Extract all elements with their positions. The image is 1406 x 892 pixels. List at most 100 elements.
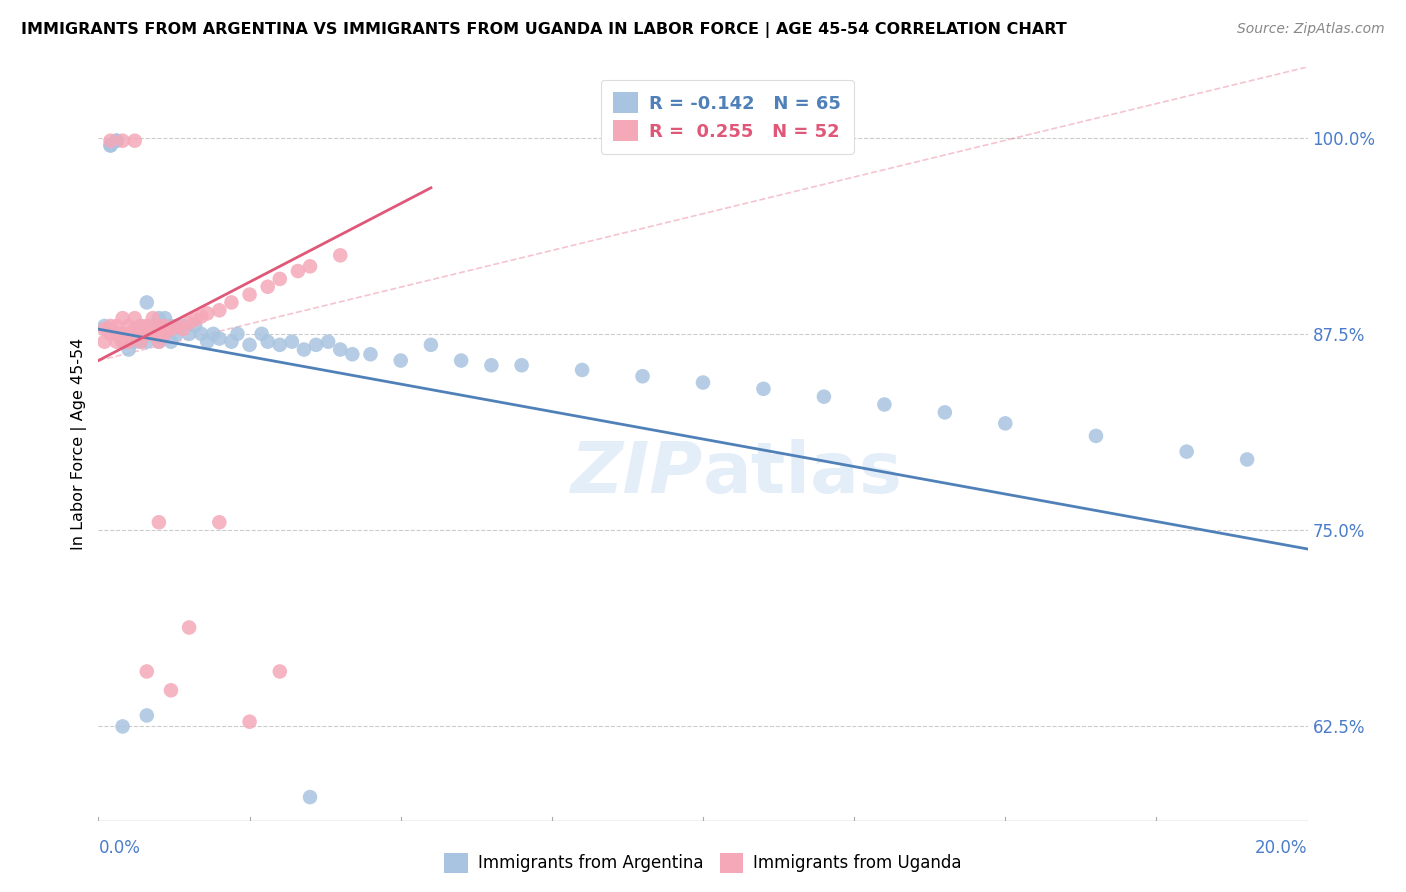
Point (148, 326, 170, 341)
Point (111, 719, 134, 733)
Point (160, 318, 183, 333)
Point (135, 334, 157, 349)
Text: 0.0%: 0.0% (98, 839, 141, 857)
Point (100, 138, 122, 153)
Point (142, 326, 165, 341)
Point (100, 134, 122, 148)
Point (239, 338, 262, 352)
Point (124, 326, 146, 341)
Point (226, 326, 249, 341)
Y-axis label: In Labor Force | Age 45-54: In Labor Force | Age 45-54 (72, 338, 87, 549)
Point (100, 318, 122, 333)
Text: atlas: atlas (703, 440, 903, 508)
Point (287, 264, 309, 278)
Point (129, 326, 152, 341)
Point (105, 134, 128, 148)
Point (135, 326, 157, 341)
Point (135, 665, 157, 679)
Point (481, 358, 503, 372)
Point (124, 322, 146, 336)
Point (129, 334, 152, 349)
Point (148, 516, 170, 530)
Point (873, 397, 896, 411)
Point (118, 334, 141, 349)
Point (118, 334, 141, 349)
Point (305, 338, 328, 352)
Point (221, 295, 243, 310)
Point (135, 708, 157, 723)
Text: IMMIGRANTS FROM ARGENTINA VS IMMIGRANTS FROM UGANDA IN LABOR FORCE | AGE 45-54 C: IMMIGRANTS FROM ARGENTINA VS IMMIGRANTS … (21, 22, 1067, 38)
Point (510, 358, 533, 372)
Point (153, 326, 176, 341)
Text: ZIP: ZIP (571, 440, 703, 508)
Point (250, 326, 273, 341)
Point (111, 334, 134, 349)
Point (166, 318, 188, 333)
Point (281, 334, 304, 349)
Point (420, 338, 443, 352)
Point (239, 714, 262, 729)
Point (148, 334, 170, 349)
Point (292, 343, 315, 357)
Point (93, 322, 115, 336)
Point (124, 134, 146, 148)
Point (208, 332, 231, 346)
Point (450, 353, 472, 368)
Point (124, 334, 146, 349)
Point (571, 363, 593, 377)
Point (135, 295, 157, 310)
Point (142, 318, 165, 333)
Point (179, 326, 201, 341)
Point (813, 390, 835, 404)
Point (148, 334, 170, 349)
Point (256, 334, 278, 349)
Point (111, 326, 134, 341)
Point (342, 347, 364, 361)
Point (105, 318, 128, 333)
Point (160, 683, 183, 698)
Point (329, 343, 352, 357)
Point (208, 516, 231, 530)
Point (389, 353, 412, 368)
Point (105, 334, 128, 349)
Point (316, 334, 339, 349)
Point (160, 322, 183, 336)
Point (184, 318, 207, 333)
Point (142, 326, 165, 341)
Point (93, 318, 115, 333)
Point (111, 326, 134, 341)
Point (190, 310, 212, 324)
Point (129, 334, 152, 349)
Point (299, 790, 322, 805)
Point (118, 318, 141, 333)
Point (360, 347, 382, 361)
Point (1085, 429, 1108, 443)
Point (299, 260, 322, 274)
Point (934, 405, 956, 419)
Point (269, 338, 291, 352)
Point (111, 134, 134, 148)
Point (202, 326, 225, 341)
Point (179, 316, 201, 330)
Point (124, 311, 146, 326)
Point (135, 326, 157, 341)
Point (111, 311, 134, 326)
Point (93, 334, 115, 349)
Point (269, 272, 291, 286)
Point (631, 369, 654, 384)
Point (129, 318, 152, 333)
Point (153, 326, 176, 341)
Point (184, 312, 207, 326)
Point (118, 334, 141, 349)
Point (153, 318, 176, 333)
Point (172, 318, 194, 333)
Text: Source: ZipAtlas.com: Source: ZipAtlas.com (1237, 22, 1385, 37)
Point (221, 334, 243, 349)
Point (195, 334, 218, 349)
Legend: Immigrants from Argentina, Immigrants from Uganda: Immigrants from Argentina, Immigrants fr… (437, 847, 969, 880)
Point (118, 343, 141, 357)
Point (105, 134, 128, 148)
Point (100, 326, 122, 341)
Point (256, 279, 278, 293)
Point (239, 287, 262, 301)
